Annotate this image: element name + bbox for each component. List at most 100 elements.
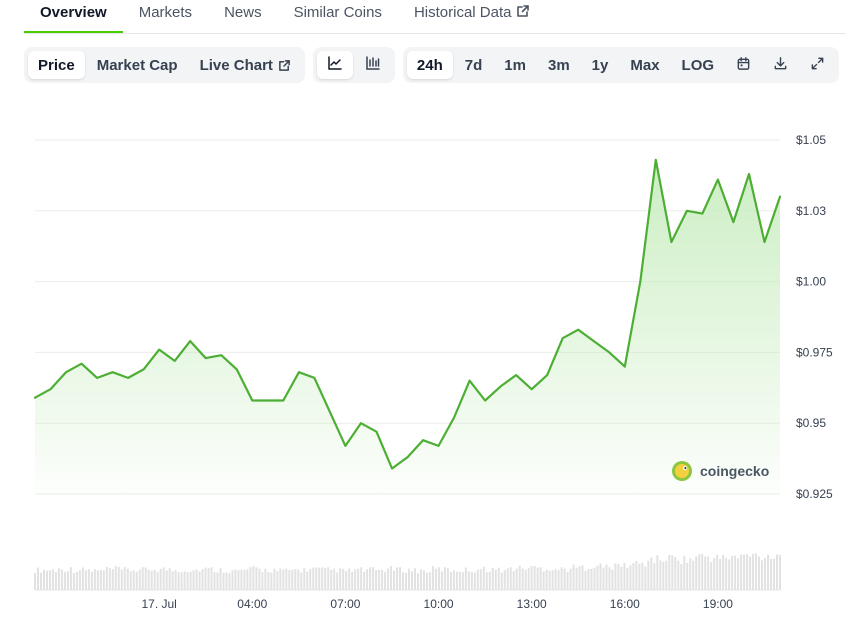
volume-bar — [482, 566, 485, 590]
volume-bar — [602, 567, 605, 590]
range-max-button[interactable]: Max — [620, 51, 669, 79]
volume-bar — [348, 568, 351, 590]
volume-bar — [512, 571, 515, 590]
volume-bar — [195, 569, 198, 590]
volume-bar — [177, 572, 180, 590]
volume-bar — [704, 556, 707, 590]
volume-bar — [620, 566, 623, 590]
price-button[interactable]: Price — [28, 51, 85, 79]
volume-bar — [668, 554, 671, 590]
volume-bar — [638, 563, 641, 590]
volume-bar — [554, 569, 557, 590]
range-3m-button[interactable]: 3m — [538, 51, 580, 79]
volume-bar — [138, 569, 141, 590]
volume-bar — [210, 567, 213, 590]
volume-bar — [384, 571, 387, 590]
volume-bar — [623, 563, 626, 590]
volume-bar — [207, 568, 210, 590]
volume-bar — [653, 563, 656, 590]
volume-bar — [42, 569, 45, 590]
volume-bar — [509, 567, 512, 590]
volume-bar — [665, 560, 668, 590]
volume-bar — [770, 558, 773, 590]
candlestick-chart-button[interactable] — [355, 51, 391, 79]
line-chart-icon — [327, 55, 343, 75]
volume-bar — [458, 571, 461, 590]
tab-markets[interactable]: Markets — [123, 0, 208, 33]
price-area — [35, 159, 780, 495]
volume-bar — [461, 572, 464, 590]
volume-bar — [443, 567, 446, 590]
volume-bar — [650, 557, 653, 590]
volume-bar — [381, 569, 384, 590]
volume-bar — [351, 571, 354, 590]
volume-bar — [34, 573, 36, 590]
volume-bar — [518, 565, 521, 590]
volume-bar — [144, 567, 147, 590]
download-button[interactable] — [763, 51, 798, 79]
price-line — [33, 158, 782, 470]
volume-bar — [330, 569, 333, 590]
volume-bar — [455, 571, 458, 590]
range-7d-button[interactable]: 7d — [455, 51, 493, 79]
volume-bar — [180, 572, 183, 590]
volume-bar — [111, 569, 114, 590]
volume-bar — [303, 568, 306, 590]
tab-news[interactable]: News — [208, 0, 278, 33]
volume-bar — [491, 567, 494, 590]
volume-bar — [776, 554, 779, 590]
range-1y-button[interactable]: 1y — [582, 51, 619, 79]
volume-bar — [294, 569, 297, 590]
calendar-button[interactable] — [726, 51, 761, 79]
volume-bar — [369, 567, 372, 590]
volume-bar — [126, 568, 129, 590]
volume-bar — [587, 569, 590, 590]
volume-bar — [192, 570, 195, 590]
volume-bar — [162, 567, 165, 590]
y-tick-label: $0.95 — [796, 416, 826, 430]
volume-bar — [749, 556, 752, 590]
volume-bar — [108, 568, 111, 590]
volume-bar — [497, 567, 500, 590]
x-tick-label: 04:00 — [237, 597, 267, 611]
volume-bar — [120, 569, 123, 590]
volume-bar — [318, 567, 321, 590]
volume-bar — [758, 556, 761, 590]
volume-bar — [503, 570, 506, 590]
volume-bar — [219, 568, 222, 590]
volume-bar — [716, 554, 719, 590]
volume-bar — [737, 558, 740, 590]
range-1m-button[interactable]: 1m — [494, 51, 536, 79]
live-chart-button[interactable]: Live Chart — [190, 51, 301, 79]
volume-bar — [467, 571, 470, 590]
range-24h-button[interactable]: 24h — [406, 51, 453, 79]
volume-bar — [680, 564, 683, 590]
tab-similar-coins[interactable]: Similar Coins — [278, 0, 398, 33]
volume-bar — [168, 568, 171, 590]
volume-bar — [677, 560, 680, 590]
volume-bar — [312, 567, 315, 590]
volume-bar — [216, 572, 219, 590]
volume-bar — [560, 567, 563, 590]
range-group: 24h 7d 1m 3m 1y Max LOG — [402, 47, 840, 83]
market-cap-button[interactable]: Market Cap — [87, 51, 188, 79]
volume-bar — [354, 569, 357, 590]
volume-bar — [333, 568, 336, 590]
line-chart-button[interactable] — [316, 51, 353, 79]
volume-bar — [147, 569, 150, 590]
volume-bar — [402, 572, 405, 590]
volume-bar — [117, 567, 120, 590]
log-scale-button[interactable]: LOG — [672, 51, 725, 79]
volume-bar — [572, 564, 575, 590]
volume-bar — [632, 562, 635, 590]
volume-bar — [581, 565, 584, 590]
volume-bar — [551, 570, 554, 590]
volume-bar — [566, 572, 569, 590]
volume-bar — [51, 569, 54, 590]
fullscreen-button[interactable] — [800, 51, 835, 79]
volume-bar — [399, 567, 402, 590]
volume-bar — [135, 571, 138, 590]
tab-overview[interactable]: Overview — [24, 0, 123, 33]
tab-historical-data[interactable]: Historical Data — [398, 0, 547, 33]
volume-bar — [186, 572, 189, 590]
